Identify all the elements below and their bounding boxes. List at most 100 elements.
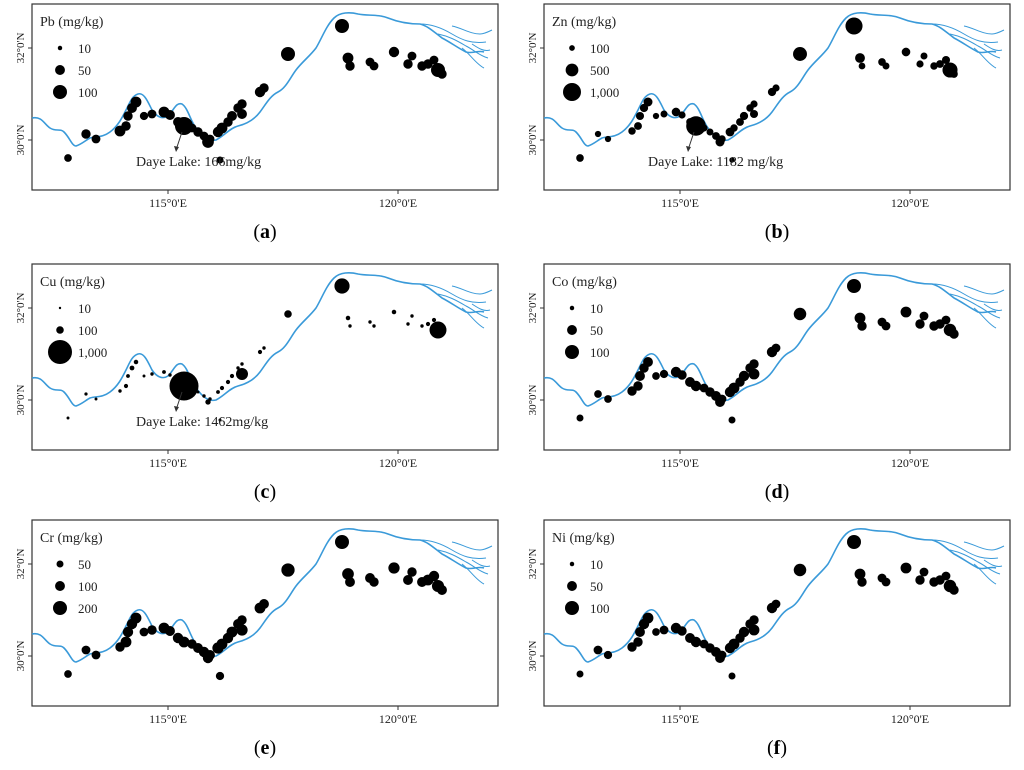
sample-point <box>165 626 175 636</box>
sample-point <box>345 577 355 587</box>
sample-point <box>368 320 372 324</box>
legend-symbol <box>567 581 577 591</box>
sample-point <box>738 626 750 638</box>
sample-point <box>950 70 958 78</box>
sample-point <box>64 670 72 678</box>
legend-label: 500 <box>590 63 610 78</box>
panel-f: 32°0'N 30°0'N 115°0'E 120°0'E Ni (mg/kg) 10 50… <box>527 519 1011 726</box>
sample-point <box>335 535 349 549</box>
panel-caption: (d) <box>765 481 789 503</box>
sample-point <box>118 389 122 393</box>
yangtze-river-line <box>31 272 485 407</box>
daye-lake-point <box>690 380 702 392</box>
sample-point <box>739 111 749 121</box>
sample-point <box>659 369 669 379</box>
lon-label: 120°0'E <box>891 196 929 210</box>
sample-point <box>237 109 247 119</box>
sample-point <box>749 109 759 119</box>
sample-point <box>576 414 584 422</box>
sample-point <box>202 136 214 148</box>
legend: Pb (mg/kg) 10 50 100 <box>40 15 104 100</box>
sample-point <box>643 97 653 107</box>
lat-label-32n: 32°0'N <box>527 293 539 324</box>
panel-caption: (f) <box>767 737 787 759</box>
sample-point <box>66 416 70 420</box>
sample-point <box>793 47 807 61</box>
legend-label: 100 <box>78 323 98 338</box>
sample-point <box>633 381 643 391</box>
sample-point <box>165 110 175 120</box>
sample-point <box>236 624 248 636</box>
river-branch-line <box>461 563 485 585</box>
river-branch-line <box>437 33 489 59</box>
sample-point <box>671 107 681 117</box>
river-branch-line <box>963 541 1005 551</box>
lon-label: 115°0'E <box>149 196 187 210</box>
annotation-arrowhead <box>174 406 179 412</box>
annotation-arrowhead <box>686 146 691 152</box>
sample-point <box>919 567 929 577</box>
lat-label-32n: 32°0'N <box>527 549 539 580</box>
sample-point <box>259 83 269 93</box>
lat-label-32n: 32°0'N <box>15 549 27 580</box>
sample-point <box>936 60 944 68</box>
sample-point <box>420 324 424 328</box>
sample-point <box>730 124 738 132</box>
legend-symbol <box>58 306 62 310</box>
sample-point <box>425 321 431 327</box>
river-branch-line <box>973 563 997 585</box>
sample-point <box>126 374 130 378</box>
river-branch-line <box>963 25 1005 35</box>
lon-label: 120°0'E <box>379 196 417 210</box>
yangtze-river-line <box>31 12 485 147</box>
sample-point <box>749 615 759 625</box>
sample-point <box>348 324 352 328</box>
lon-label: 120°0'E <box>379 712 417 726</box>
sample-point <box>64 154 72 162</box>
sample-point <box>236 368 248 380</box>
sample-point <box>847 535 861 549</box>
river-branch-line <box>983 559 1003 567</box>
sample-point <box>440 332 444 336</box>
sample-point <box>930 62 938 70</box>
sample-point <box>130 96 142 108</box>
legend-symbol <box>53 85 67 99</box>
legend-symbol <box>57 45 63 51</box>
sample-point <box>403 575 413 585</box>
sample-point <box>225 379 231 385</box>
sample-point <box>604 135 612 143</box>
sample-point <box>857 577 867 587</box>
sample-point <box>334 278 350 294</box>
legend-title: Cr (mg/kg) <box>40 531 103 546</box>
sample-point <box>237 99 247 109</box>
panel-caption: (e) <box>254 737 276 759</box>
sample-point <box>227 111 237 121</box>
sample-point <box>139 111 149 121</box>
panel-b: 32°0'N 30°0'N 115°0'E 120°0'E Zn (mg/kg) 100 5… <box>527 3 1011 210</box>
legend-label: 100 <box>590 345 610 360</box>
panels-layer: 32°0'N 30°0'N 115°0'E 120°0'E Pb (mg/kg) 10 50… <box>15 3 1011 759</box>
sample-point <box>635 627 645 637</box>
sample-point <box>168 373 172 377</box>
legend: Cr (mg/kg) 50 100 200 <box>40 531 103 616</box>
lat-label-30n: 30°0'N <box>15 125 27 156</box>
sample-point <box>715 137 725 147</box>
river-branch-line <box>983 43 1003 51</box>
legend-label: 50 <box>590 323 603 338</box>
lon-label: 120°0'E <box>891 712 929 726</box>
sample-point <box>748 368 760 380</box>
daye-lake-point <box>178 636 190 648</box>
panel-d: 32°0'N 30°0'N 115°0'E 120°0'E Co (mg/kg) 10 50… <box>527 263 1011 470</box>
sample-point <box>901 47 911 57</box>
legend-symbol <box>563 83 581 101</box>
legend: Zn (mg/kg) 100 500 1,000 <box>552 15 619 101</box>
legend-symbol <box>565 345 579 359</box>
legend: Co (mg/kg) 10 50 100 <box>552 275 617 360</box>
legend-title: Pb (mg/kg) <box>40 15 104 30</box>
river-branch-line <box>471 43 491 51</box>
river-branch-line <box>471 303 491 311</box>
river-branch-line <box>471 559 491 567</box>
yangtze-river-line <box>543 12 997 147</box>
legend: Ni (mg/kg) 10 50 100 <box>552 531 615 616</box>
sample-point <box>372 324 376 328</box>
